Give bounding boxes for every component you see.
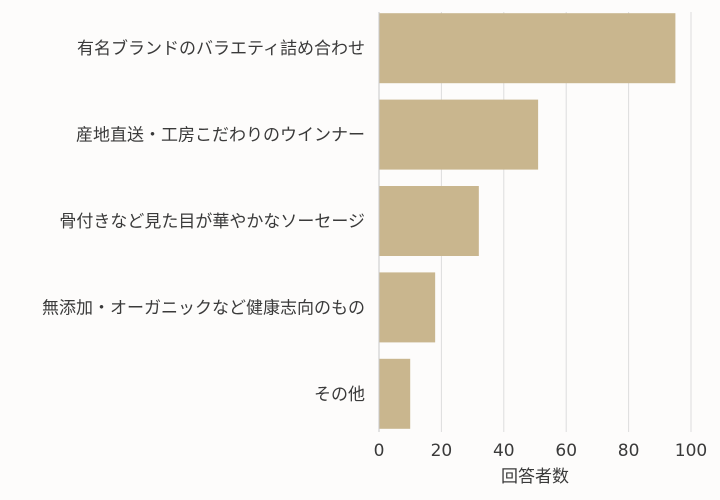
x-axis-title: 回答者数 — [501, 467, 569, 487]
x-tick-label: 60 — [555, 441, 577, 461]
category-label: 無添加・オーガニックなど健康志向のもの — [42, 298, 365, 318]
x-tick-label: 100 — [675, 441, 707, 461]
bars — [379, 13, 676, 429]
bar — [379, 358, 411, 429]
category-label: その他 — [314, 385, 365, 405]
x-tick-label: 0 — [374, 441, 385, 461]
category-label: 産地直送・工房こだわりのウインナー — [76, 126, 365, 146]
category-label: 骨付きなど見た目が華やかなソーセージ — [59, 212, 365, 232]
category-labels: 有名ブランドのバラエティ詰め合わせ産地直送・工房こだわりのウインナー骨付きなど見… — [42, 38, 365, 405]
bar — [379, 272, 436, 343]
x-tick-label: 40 — [493, 441, 515, 461]
x-tick-label: 20 — [431, 441, 453, 461]
bar — [379, 186, 479, 256]
x-tick-label: 80 — [618, 441, 640, 461]
bar — [379, 99, 539, 170]
x-tick-labels: 0 20 40 60 80 100 — [374, 441, 708, 461]
category-label: 有名ブランドのバラエティ詰め合わせ — [77, 38, 365, 59]
bar — [379, 13, 676, 84]
